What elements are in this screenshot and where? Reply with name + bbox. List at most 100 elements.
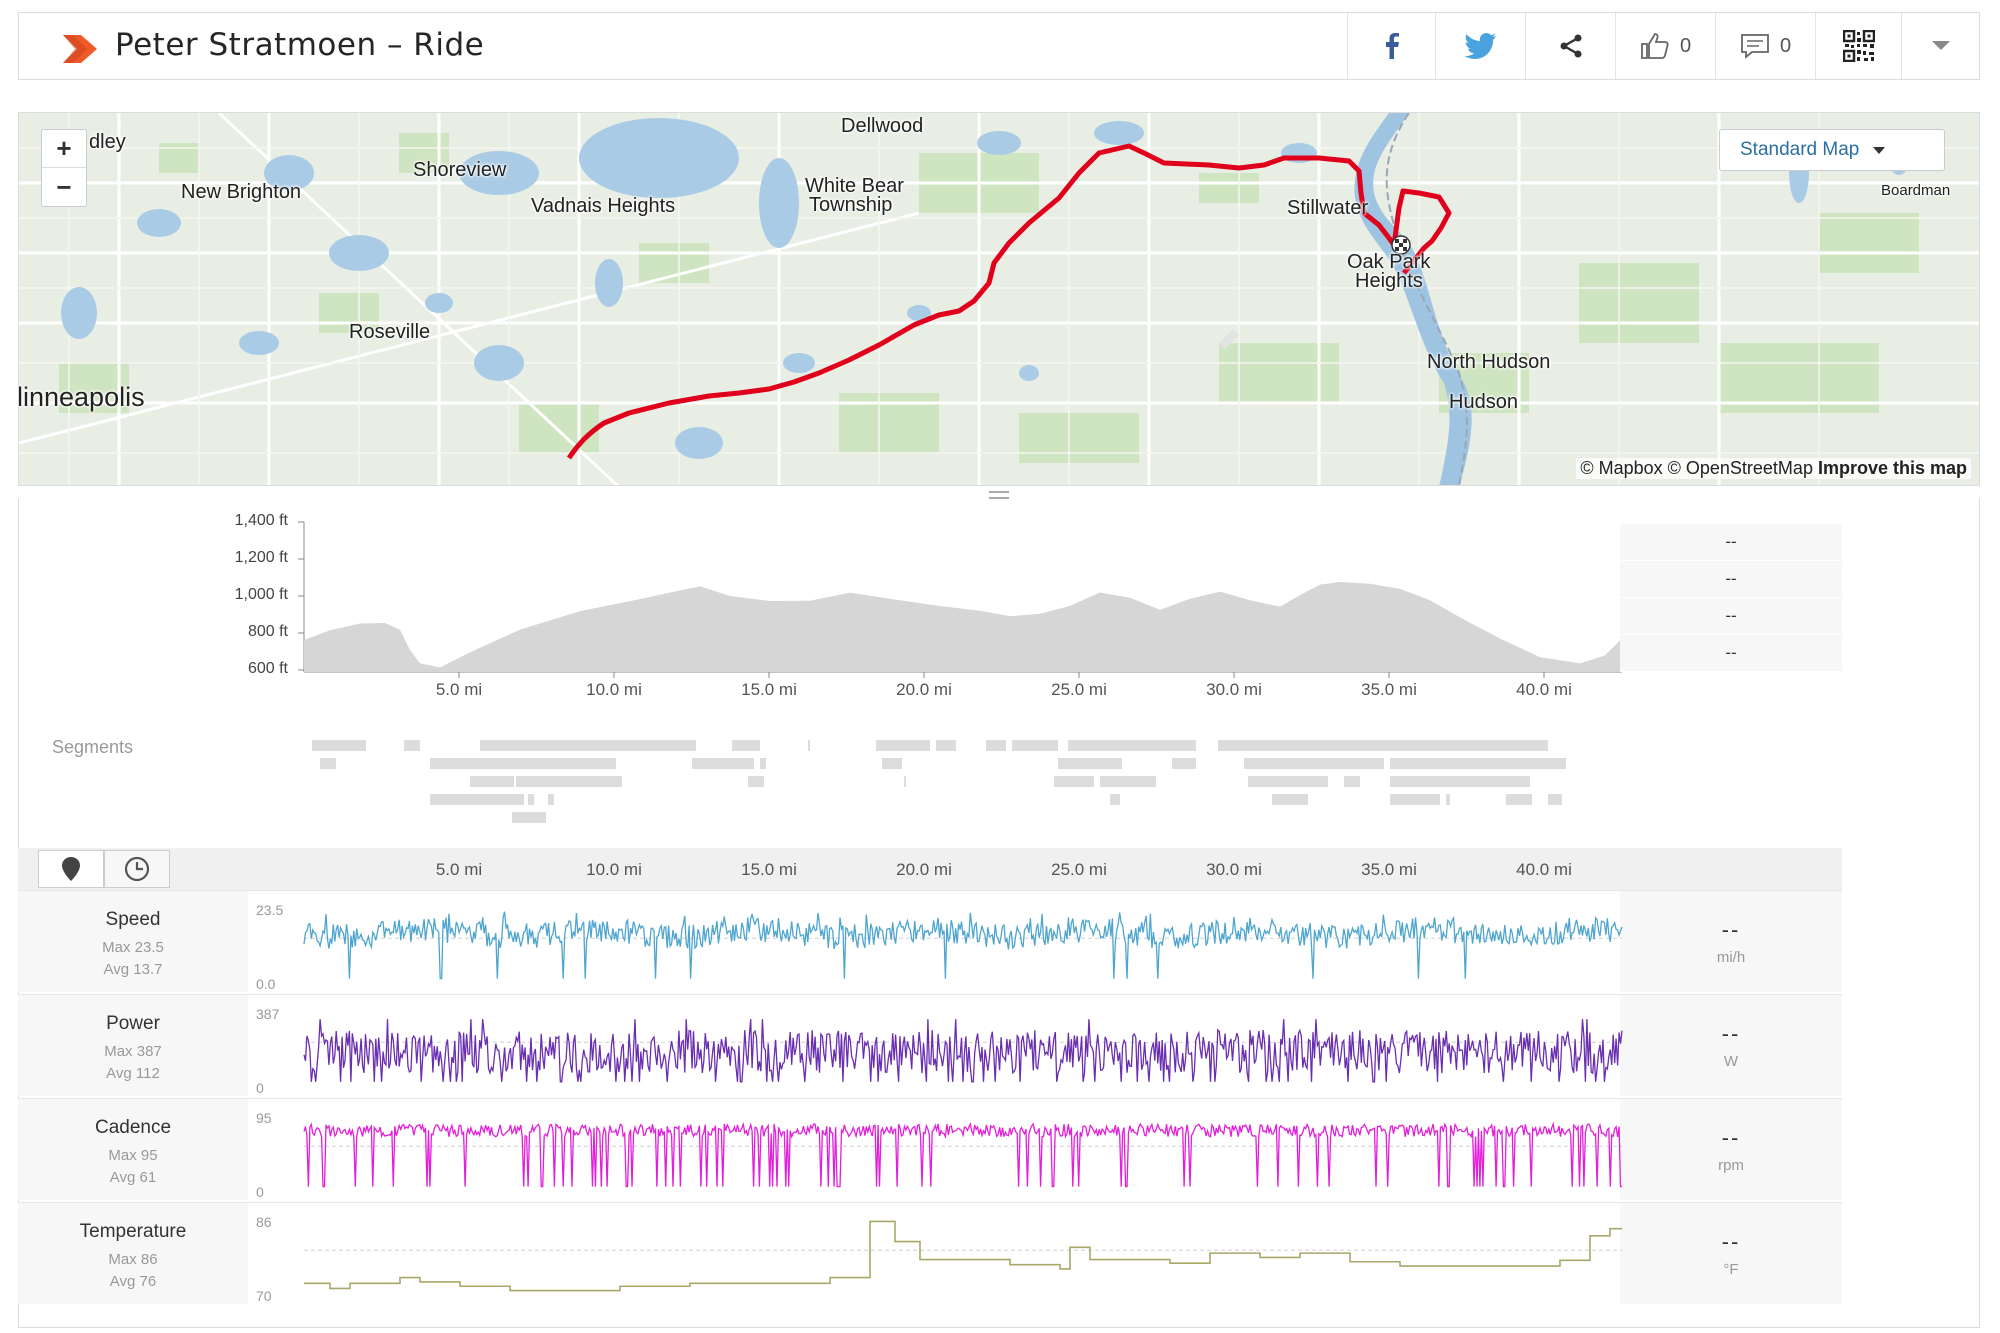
segment-bar	[904, 776, 906, 787]
elevation-y-tick: 800 ft	[247, 623, 288, 640]
stream-charts[interactable]	[0, 890, 1640, 1310]
segment-bar	[1068, 740, 1196, 751]
stream-avg: Avg 112	[106, 1065, 160, 1082]
zoom-in-button[interactable]: +	[42, 130, 86, 168]
side-value: --	[1620, 598, 1842, 635]
stream-value: --	[1721, 1021, 1741, 1046]
segments-chart[interactable]	[300, 738, 1600, 828]
segment-bar	[430, 794, 524, 805]
x-tick-label: 25.0 mi	[1051, 860, 1107, 879]
stream-axis-max: 387	[256, 1006, 280, 1022]
stream-axis-max: 86	[256, 1214, 272, 1230]
stream-max: Max 387	[104, 1043, 162, 1060]
comments-count: 0	[1779, 34, 1792, 57]
stream-line-power	[303, 1019, 1623, 1083]
resize-handle-icon[interactable]	[989, 491, 1009, 499]
stream-label: Temperature Max 86 Avg 76	[18, 1203, 248, 1304]
stream-line-speed	[303, 911, 1623, 980]
place-label: Shoreview	[413, 159, 507, 181]
qr-code-button[interactable]	[1815, 13, 1901, 79]
route-map[interactable]: + − dley Dellwood Shoreview New Brighton…	[18, 112, 1980, 486]
segment-bar	[516, 776, 622, 787]
stream-row-speed: Speed Max 23.5 Avg 13.7 -- mi/h	[18, 890, 1842, 992]
comment-icon	[1741, 34, 1769, 59]
segment-bar	[1218, 740, 1548, 751]
segment-bar	[1100, 776, 1156, 787]
x-tick-label: 40.0 mi	[1516, 680, 1572, 699]
kudos-button[interactable]: 0	[1615, 13, 1715, 79]
facebook-icon	[1385, 33, 1399, 59]
place-label: dley	[89, 131, 126, 153]
segment-bar	[882, 758, 902, 769]
comments-button[interactable]: 0	[1715, 13, 1815, 79]
distance-mode-button[interactable]	[38, 850, 104, 888]
map-style-dropdown[interactable]: Standard Map	[1719, 129, 1945, 171]
improve-map-link[interactable]: Improve this map	[1817, 458, 1967, 478]
place-label: Township	[809, 194, 893, 216]
segment-bar	[732, 740, 760, 751]
stream-unit: W	[1723, 1053, 1739, 1070]
facebook-share-button[interactable]	[1347, 13, 1435, 79]
stream-max: Max 23.5	[102, 939, 164, 956]
place-label: New Brighton	[181, 181, 302, 203]
stream-line-temperature	[304, 1220, 1622, 1292]
segment-bar	[1506, 794, 1532, 805]
x-tick-label: 30.0 mi	[1206, 860, 1262, 879]
side-value: --	[1620, 635, 1842, 672]
elevation-chart[interactable]	[0, 500, 1640, 700]
x-tick-label: 15.0 mi	[741, 860, 797, 879]
stream-avg: Avg 76	[109, 1273, 157, 1290]
caret-down-icon	[1873, 146, 1886, 154]
more-options-button[interactable]	[1901, 13, 1979, 79]
share-icon	[1560, 34, 1581, 58]
map-pin-icon	[62, 857, 80, 881]
x-tick-label: 35.0 mi	[1361, 680, 1417, 699]
stream-axis-min: 0	[256, 1080, 264, 1096]
elevation-y-tick: 1,400 ft	[234, 512, 288, 529]
thumbs-up-icon	[1641, 33, 1669, 59]
stream-axis-min: 70	[256, 1288, 272, 1304]
segment-bar	[1054, 776, 1094, 787]
x-tick-label: 10.0 mi	[586, 680, 642, 699]
stream-value: --	[1721, 1229, 1741, 1254]
stream-avg: Avg 61	[109, 1169, 157, 1186]
stream-unit: °F	[1723, 1261, 1739, 1278]
strava-logo-icon[interactable]	[61, 33, 101, 65]
segment-bar	[986, 740, 1006, 751]
segment-bar	[1244, 758, 1384, 769]
stream-value-panel: -- W	[1620, 995, 1842, 1096]
time-mode-button[interactable]	[104, 850, 170, 888]
segments-label: Segments	[52, 737, 134, 757]
zoom-controls: + −	[41, 129, 87, 207]
segment-bar	[548, 794, 554, 805]
x-tick-label: 40.0 mi	[1516, 860, 1572, 879]
x-tick-label: 20.0 mi	[896, 680, 952, 699]
x-tick-label: 35.0 mi	[1361, 860, 1417, 879]
stream-name: Speed	[105, 909, 161, 930]
share-button[interactable]	[1525, 13, 1615, 79]
stream-row-cadence: Cadence Max 95 Avg 61 -- rpm	[18, 1098, 1842, 1200]
segment-bar	[404, 740, 420, 751]
place-label: Oak Park	[1347, 251, 1431, 273]
stream-value-panel: -- mi/h	[1620, 891, 1842, 992]
zoom-out-button[interactable]: −	[56, 171, 72, 202]
place-label: Hudson	[1449, 391, 1518, 413]
stream-max: Max 86	[108, 1251, 158, 1268]
x-tick-label: 30.0 mi	[1206, 680, 1262, 699]
place-label: Dellwood	[841, 115, 924, 137]
twitter-share-button[interactable]	[1435, 13, 1525, 79]
place-label: Roseville	[349, 321, 431, 343]
x-tick-label: 15.0 mi	[741, 680, 797, 699]
stream-max: Max 95	[108, 1147, 158, 1164]
segment-bar	[480, 740, 696, 751]
attribution-text: © Mapbox © OpenStreetMap	[1580, 458, 1818, 478]
segment-bar	[320, 758, 336, 769]
place-label: North Hudson	[1427, 351, 1551, 373]
stream-value: --	[1721, 917, 1741, 942]
map-style-label: Standard Map	[1740, 139, 1860, 160]
place-label: Stillwater	[1287, 197, 1369, 219]
x-tick-label: 5.0 mi	[435, 860, 483, 879]
segment-bar	[512, 812, 546, 823]
stream-axis-max: 23.5	[256, 902, 284, 918]
segment-bar	[1344, 776, 1360, 787]
